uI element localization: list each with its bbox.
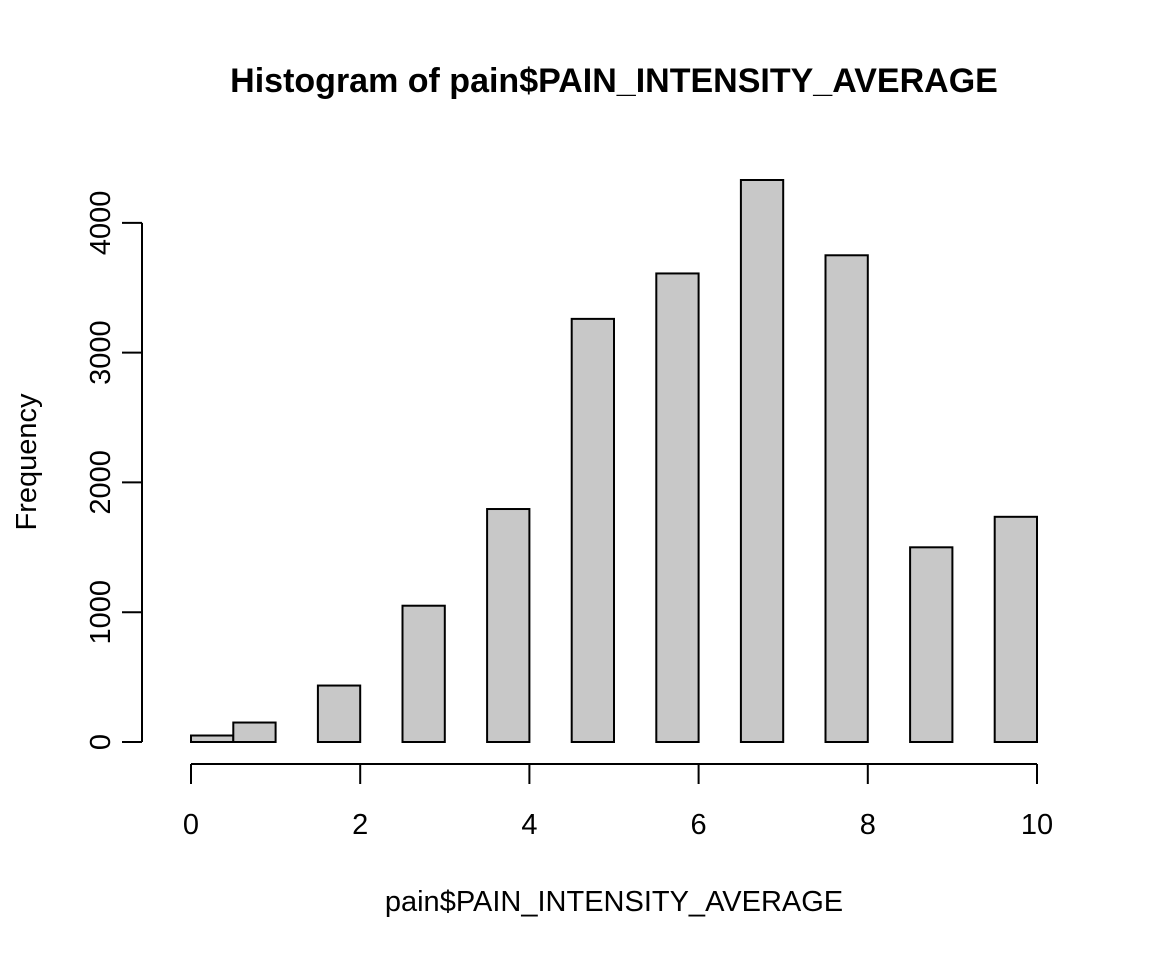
histogram-bar-7 <box>739 179 785 743</box>
x-tick-label-3: 6 <box>691 809 707 841</box>
x-tick-label-4: 8 <box>860 809 876 841</box>
x-axis-label: pain$PAIN_INTENSITY_AVERAGE <box>385 886 843 918</box>
bars-group <box>190 179 1039 744</box>
y-tick-label-0: 0 <box>85 734 117 750</box>
histogram-bar-4 <box>486 508 531 743</box>
histogram-bar-10 <box>993 515 1039 743</box>
y-axis: 0 1000 2000 3000 4000 <box>85 191 143 750</box>
histogram-bar-0 <box>190 734 235 743</box>
y-tick-label-2: 2000 <box>85 450 117 515</box>
histogram-bar-3 <box>401 604 446 744</box>
x-tick-label-2: 4 <box>521 809 537 841</box>
histogram-bar-9 <box>909 546 954 743</box>
y-tick-label-1: 1000 <box>85 580 117 645</box>
x-tick-label-0: 0 <box>183 809 199 841</box>
chart-title: Histogram of pain$PAIN_INTENSITY_AVERAGE <box>230 62 998 100</box>
histogram-bar-8 <box>824 254 869 743</box>
histogram-bar-2 <box>316 684 362 743</box>
y-tick-label-4: 4000 <box>85 191 117 256</box>
y-tick-label-3: 3000 <box>85 320 117 385</box>
histogram-bar-5 <box>570 317 616 743</box>
x-tick-label-1: 2 <box>352 809 368 841</box>
x-tick-label-5: 10 <box>1021 809 1053 841</box>
histogram-bar-1 <box>232 721 277 744</box>
histogram-bar-6 <box>655 272 700 743</box>
x-axis: 0 2 4 6 8 10 <box>183 763 1053 841</box>
y-axis-label: Frequency <box>11 393 43 531</box>
